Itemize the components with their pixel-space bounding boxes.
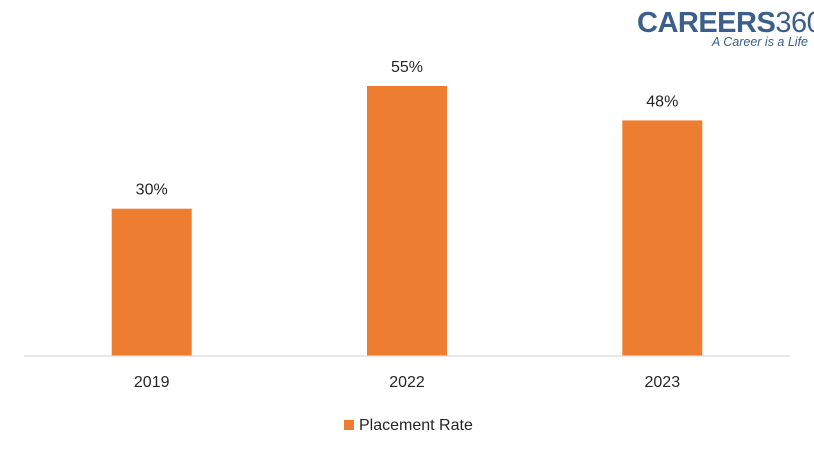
logo: CAREERS360 A Career is a Life (637, 7, 814, 49)
legend-swatch (344, 420, 354, 430)
data-label-2023: 48% (646, 93, 678, 110)
x-tick-label-2022: 2022 (389, 374, 425, 391)
data-label-2019: 30% (136, 182, 168, 199)
bar-2022 (367, 86, 447, 356)
logo-text: CAREERS360 (637, 7, 814, 39)
legend-label: Placement Rate (359, 417, 473, 434)
legend: Placement Rate (344, 417, 473, 434)
x-tick-label-2023: 2023 (645, 374, 681, 391)
plot-area: 30% 2019 55% 2022 48% 2023 (111, 59, 703, 391)
bar-2019 (111, 208, 192, 356)
logo-tagline: A Career is a Life (711, 35, 808, 49)
bar-2023 (622, 120, 703, 357)
x-tick-label-2019: 2019 (134, 374, 170, 391)
data-label-2022: 55% (391, 59, 423, 76)
